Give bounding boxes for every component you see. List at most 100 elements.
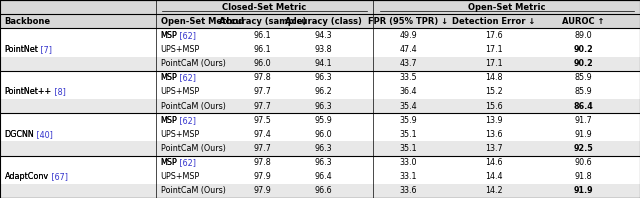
Bar [0,57,640,71]
Text: 96.0: 96.0 [314,130,332,139]
Text: MSP: MSP [161,116,177,125]
Text: 17.1: 17.1 [485,59,503,68]
Text: 97.4: 97.4 [253,130,271,139]
Text: 97.7: 97.7 [253,144,271,153]
Text: 14.6: 14.6 [485,158,503,167]
Bar [0,141,640,156]
Text: PointCaM (Ours): PointCaM (Ours) [161,59,225,68]
Text: 94.1: 94.1 [314,59,332,68]
Text: 33.1: 33.1 [399,172,417,181]
Text: PointCaM (Ours): PointCaM (Ours) [161,187,225,195]
Text: MSP: MSP [161,73,177,82]
Text: [62]: [62] [177,31,196,40]
Text: 14.8: 14.8 [485,73,503,82]
Text: 96.3: 96.3 [314,158,332,167]
Text: 96.3: 96.3 [314,73,332,82]
Bar [0,184,640,198]
Text: 14.2: 14.2 [485,187,503,195]
Text: 13.7: 13.7 [485,144,503,153]
Text: 13.6: 13.6 [485,130,503,139]
Text: 35.9: 35.9 [399,116,417,125]
Text: MSP: MSP [161,31,177,40]
Text: Accuracy (sample): Accuracy (sample) [219,17,306,26]
Text: 96.4: 96.4 [314,172,332,181]
Text: 97.8: 97.8 [253,158,271,167]
Text: FPR (95% TPR) ↓: FPR (95% TPR) ↓ [368,17,449,26]
Text: 92.5: 92.5 [574,144,593,153]
Text: 90.2: 90.2 [574,59,593,68]
Text: 89.0: 89.0 [575,31,593,40]
Text: MSP: MSP [161,116,177,125]
Text: Detection Error ↓: Detection Error ↓ [452,17,536,26]
Text: 95.9: 95.9 [314,116,332,125]
Text: 91.9: 91.9 [574,187,593,195]
Text: 97.7: 97.7 [253,88,271,96]
Text: MSP: MSP [161,158,177,167]
Text: 96.1: 96.1 [253,45,271,54]
Text: 35.1: 35.1 [399,130,417,139]
Text: [67]: [67] [49,172,68,181]
Text: 33.5: 33.5 [399,73,417,82]
Text: 13.9: 13.9 [485,116,503,125]
Text: 17.1: 17.1 [485,45,503,54]
Text: Backbone: Backbone [4,17,51,26]
Text: 14.4: 14.4 [485,172,503,181]
Text: AdaptConv: AdaptConv [4,172,49,181]
Text: 97.7: 97.7 [253,102,271,110]
Text: 43.7: 43.7 [399,59,417,68]
Text: Closed-Set Metric: Closed-Set Metric [222,3,307,11]
Text: [40]: [40] [34,130,53,139]
Text: AdaptConv: AdaptConv [4,172,49,181]
Text: 91.9: 91.9 [575,130,593,139]
Text: 97.9: 97.9 [253,187,271,195]
Text: MSP: MSP [161,31,177,40]
Text: 36.4: 36.4 [399,88,417,96]
Text: PointCaM (Ours): PointCaM (Ours) [161,102,225,110]
Text: DGCNN: DGCNN [4,130,34,139]
Text: 86.4: 86.4 [574,102,593,110]
Text: 85.9: 85.9 [575,88,593,96]
Text: 91.7: 91.7 [575,116,593,125]
Text: 97.5: 97.5 [253,116,271,125]
Text: 33.6: 33.6 [399,187,417,195]
Text: 97.8: 97.8 [253,73,271,82]
Text: UPS+MSP: UPS+MSP [161,172,200,181]
Text: PointNet++: PointNet++ [4,88,52,96]
Text: 96.1: 96.1 [253,31,271,40]
Bar [0,0,640,14]
Text: 96.3: 96.3 [314,144,332,153]
Text: 94.3: 94.3 [314,31,332,40]
Bar [0,99,640,113]
Text: 93.8: 93.8 [314,45,332,54]
Text: 91.8: 91.8 [575,172,593,181]
Bar [0,14,640,28]
Text: Open-Set Metric: Open-Set Metric [468,3,545,11]
Text: 35.1: 35.1 [399,144,417,153]
Text: DGCNN: DGCNN [4,130,34,139]
Text: Open-Set Method: Open-Set Method [161,17,244,26]
Text: MSP: MSP [161,158,177,167]
Text: 96.6: 96.6 [314,187,332,195]
Text: 90.6: 90.6 [575,158,593,167]
Text: [62]: [62] [177,116,196,125]
Text: PointNet: PointNet [4,45,38,54]
Text: 33.0: 33.0 [399,158,417,167]
Text: Accuracy (class): Accuracy (class) [285,17,362,26]
Text: UPS+MSP: UPS+MSP [161,88,200,96]
Text: 47.4: 47.4 [399,45,417,54]
Text: [62]: [62] [177,73,196,82]
Text: 15.6: 15.6 [485,102,503,110]
Text: UPS+MSP: UPS+MSP [161,45,200,54]
Text: PointNet: PointNet [4,45,38,54]
Text: 17.6: 17.6 [485,31,503,40]
Text: [7]: [7] [38,45,52,54]
Text: 96.3: 96.3 [314,102,332,110]
Text: AUROC ↑: AUROC ↑ [563,17,605,26]
Text: [8]: [8] [52,88,65,96]
Text: 15.2: 15.2 [485,88,503,96]
Text: 90.2: 90.2 [574,45,593,54]
Text: PointNet++: PointNet++ [4,88,52,96]
Text: [62]: [62] [177,158,196,167]
Text: UPS+MSP: UPS+MSP [161,130,200,139]
Text: PointCaM (Ours): PointCaM (Ours) [161,144,225,153]
